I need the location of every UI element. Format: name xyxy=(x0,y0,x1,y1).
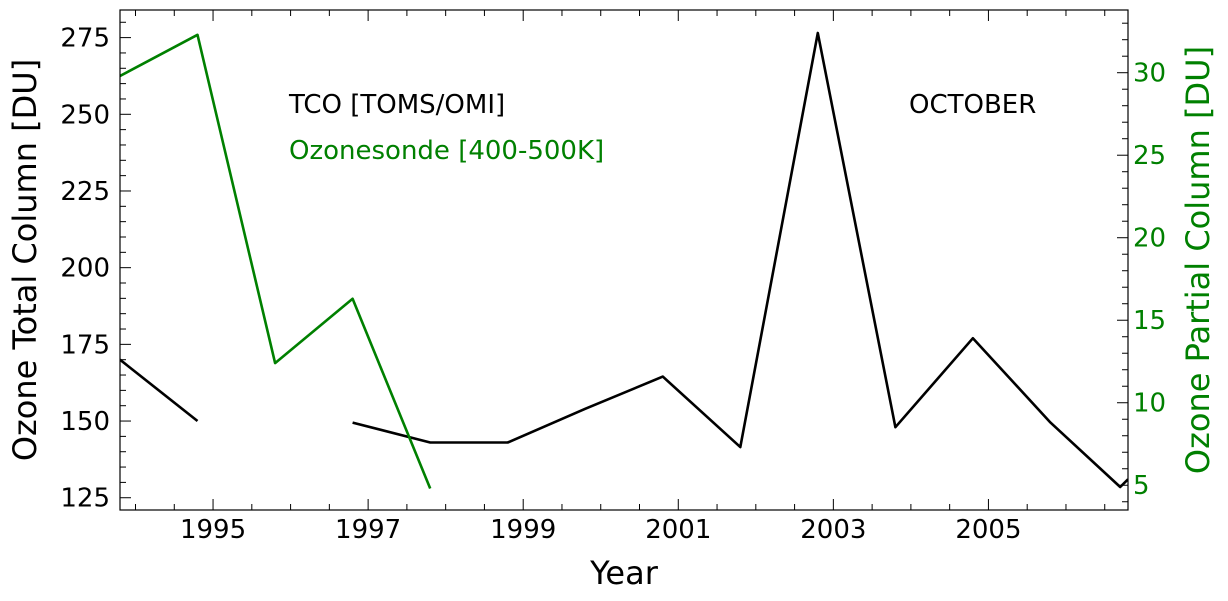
x-tick-label: 1997 xyxy=(335,515,401,545)
tco-annotation: TCO [TOMS/OMI] xyxy=(288,90,505,120)
tco-series-line-0 xyxy=(120,358,199,423)
y-left-tick-label: 125 xyxy=(60,484,110,514)
x-axis-label: Year xyxy=(589,554,659,592)
x-tick-label: 2003 xyxy=(800,515,866,545)
y-right-tick-label: 25 xyxy=(1133,141,1166,171)
x-tick-label: 2001 xyxy=(645,515,711,545)
x-tick-label: 1995 xyxy=(180,515,246,545)
y-right-tick-label: 30 xyxy=(1133,59,1166,89)
y-right-tick-label: 20 xyxy=(1133,224,1166,254)
y-left-tick-label: 250 xyxy=(60,100,110,130)
y-right-axis-label: Ozone Partial Column [DU] xyxy=(1179,46,1217,474)
y-right-tick-label: 10 xyxy=(1133,389,1166,419)
y-left-tick-label: 225 xyxy=(60,177,110,207)
y-left-axis-label: Ozone Total Column [DU] xyxy=(6,59,44,461)
sonde-annotation: Ozonesonde [400-500K] xyxy=(289,136,604,166)
y-left-tick-label: 150 xyxy=(60,407,110,437)
tick-layer: 1995 1997 1999 2001 2003 2005 125 150 175 200 225 2… xyxy=(60,10,1166,545)
tco-series-line-1 xyxy=(352,31,1128,489)
y-left-tick-label: 275 xyxy=(60,24,110,54)
month-annotation: OCTOBER xyxy=(909,90,1036,120)
sonde-series-line-0 xyxy=(120,33,432,489)
y-left-tick-label: 175 xyxy=(60,330,110,360)
x-tick-label: 1999 xyxy=(490,515,556,545)
x-tick-label: 2005 xyxy=(955,515,1021,545)
plot-frame xyxy=(119,9,1129,511)
series-layer xyxy=(120,31,1128,489)
y-right-tick-label: 5 xyxy=(1133,471,1150,501)
y-right-tick-label: 15 xyxy=(1133,306,1166,336)
y-left-tick-label: 200 xyxy=(60,254,110,284)
